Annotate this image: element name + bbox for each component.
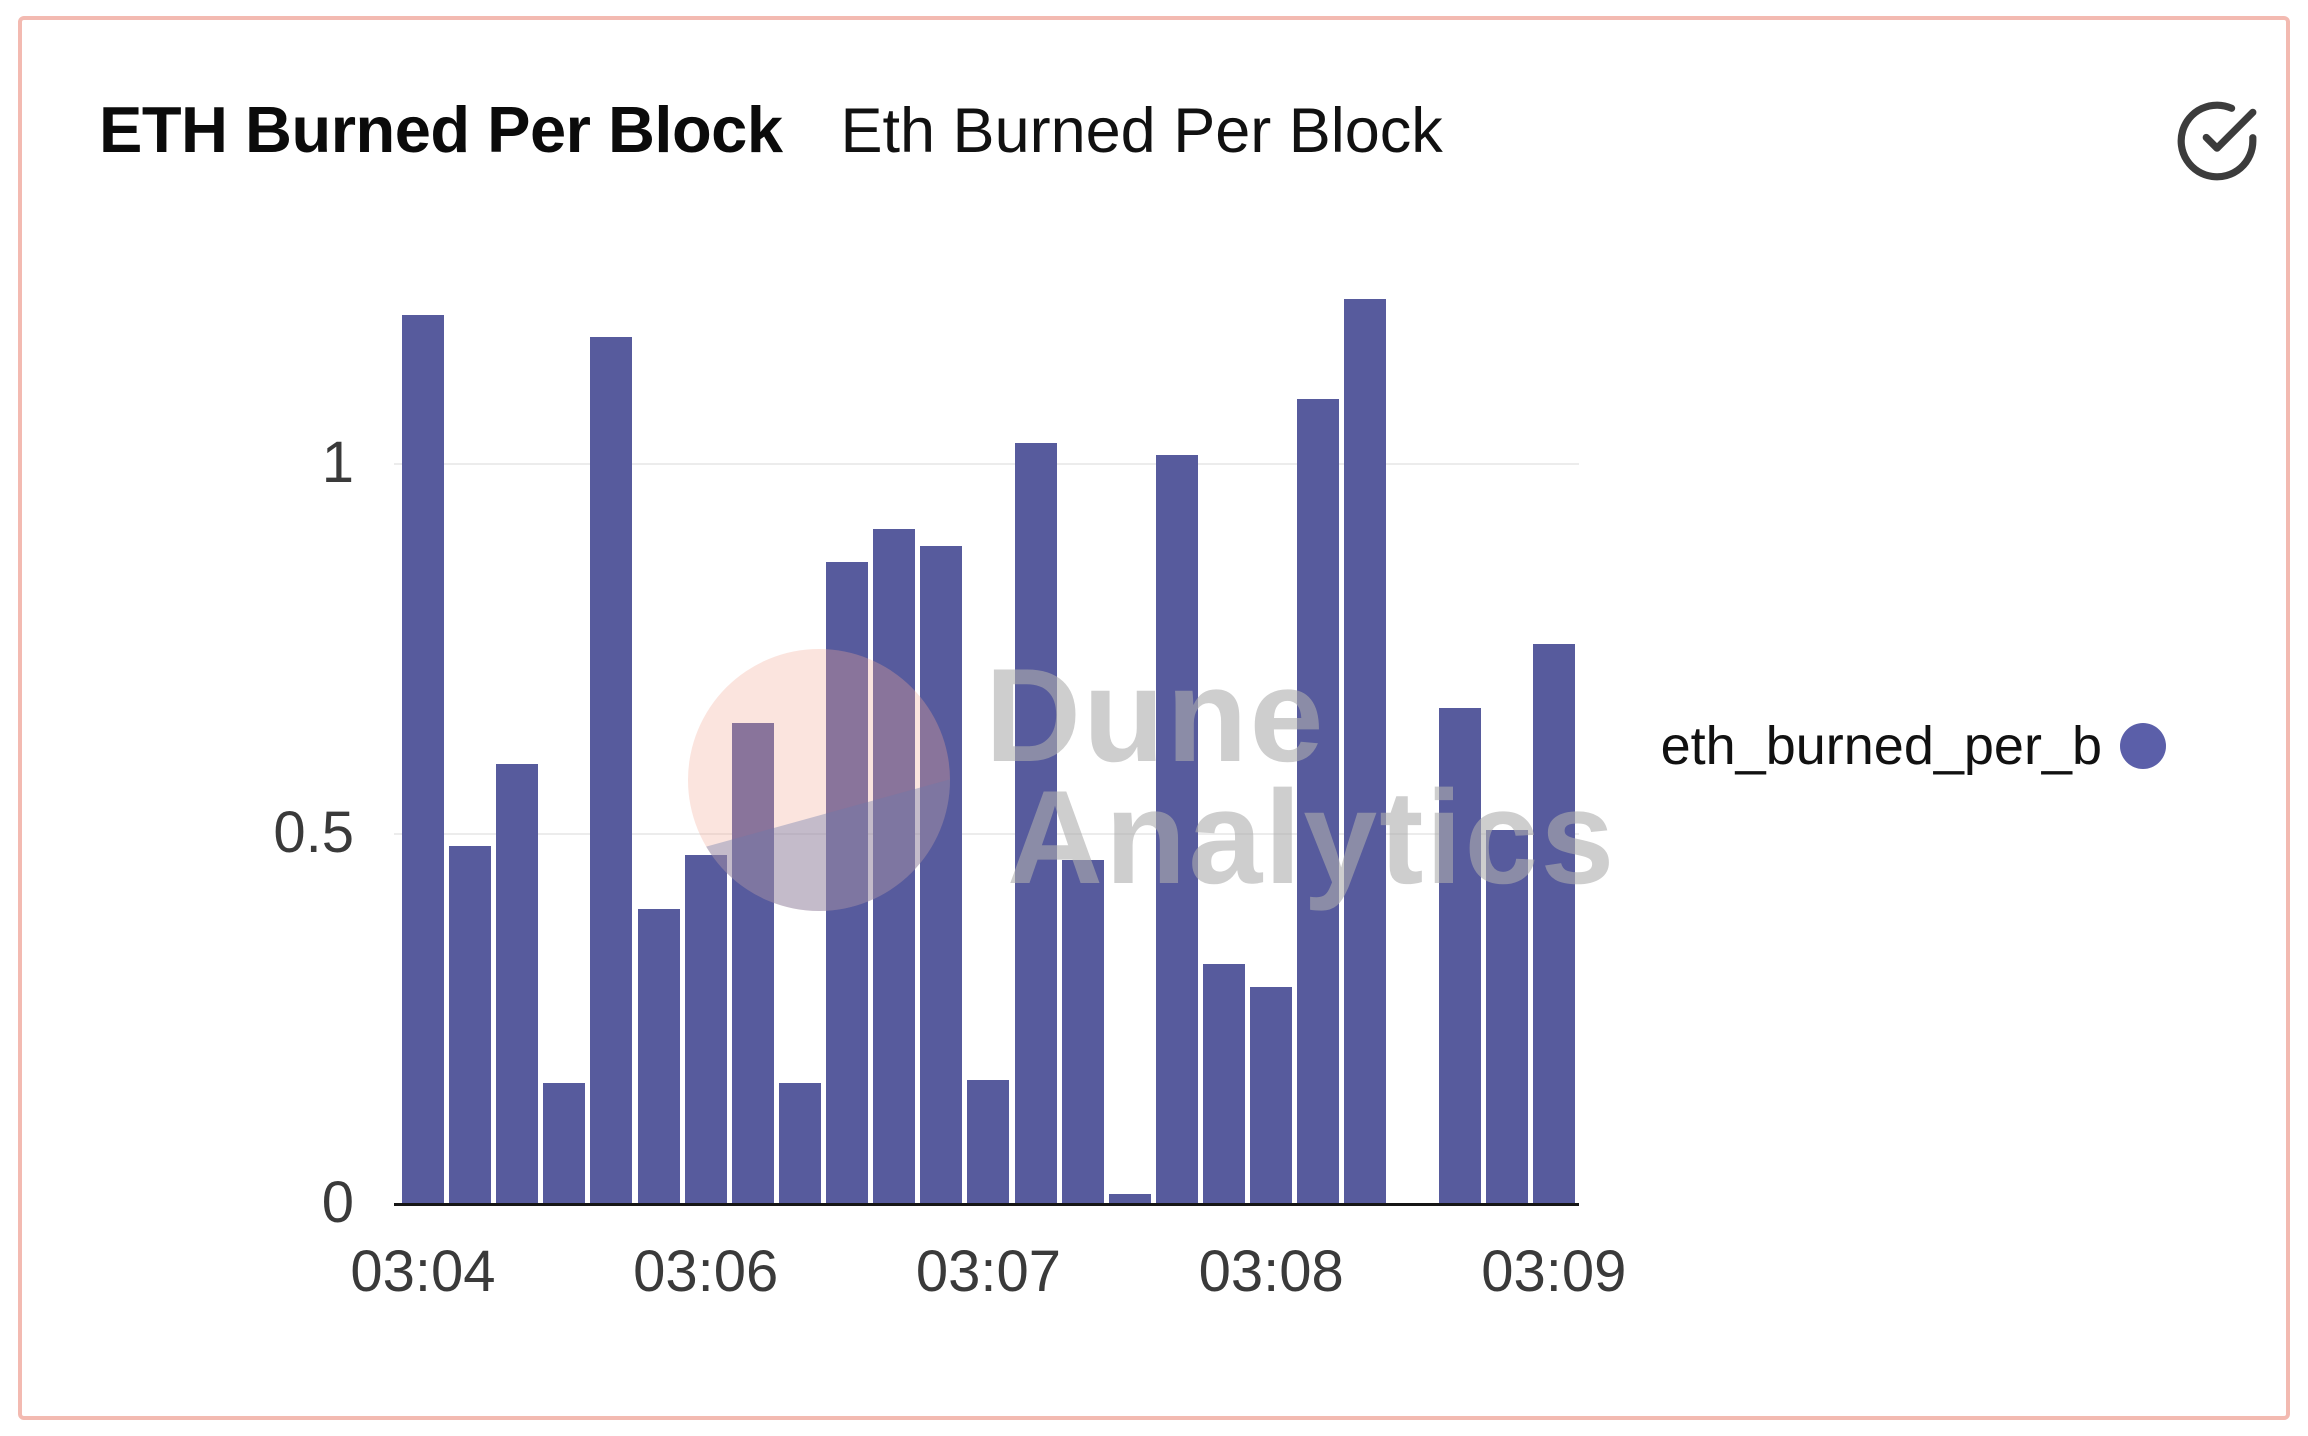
bar-24[interactable] (1532, 644, 1575, 1203)
x-tick-label-03:04: 03:04 (350, 1239, 496, 1304)
x-tick-label-03:06: 03:06 (633, 1239, 779, 1304)
y-tick-label-0: 0 (321, 1170, 354, 1235)
bar-2[interactable] (496, 764, 539, 1203)
card-header: ETH Burned Per Block Eth Burned Per Bloc… (99, 92, 1443, 167)
x-tick-label-03:09: 03:09 (1481, 1239, 1627, 1304)
y-tick-label-0.5: 0.5 (273, 800, 354, 865)
bar-17[interactable] (1203, 964, 1246, 1203)
bar-22[interactable] (1438, 708, 1481, 1203)
chart-subtitle: Eth Burned Per Block (840, 96, 1443, 166)
bar-7[interactable] (731, 723, 774, 1203)
bar-19[interactable] (1297, 399, 1340, 1203)
legend-label: eth_burned_per_b (1660, 716, 2102, 776)
bar-18[interactable] (1250, 987, 1293, 1203)
x-axis-line (394, 1203, 1579, 1206)
bar-11[interactable] (920, 546, 963, 1203)
gridline-0.5 (394, 833, 1579, 835)
bar-4[interactable] (590, 337, 633, 1203)
gridline-1 (394, 463, 1579, 465)
bar-5[interactable] (637, 909, 680, 1203)
chart-title: ETH Burned Per Block (99, 93, 783, 166)
bar-9[interactable] (826, 562, 869, 1203)
bar-12[interactable] (967, 1080, 1010, 1203)
bar-13[interactable] (1014, 443, 1057, 1203)
bar-6[interactable] (684, 855, 727, 1203)
plot-area (394, 278, 1579, 1206)
legend-item[interactable]: eth_burned_per_b (1661, 711, 2166, 781)
bar-0[interactable] (402, 315, 444, 1203)
check-circle-icon (2177, 101, 2257, 181)
bar-16[interactable] (1155, 455, 1198, 1203)
bar-3[interactable] (543, 1083, 586, 1203)
bar-10[interactable] (873, 529, 916, 1203)
x-tick-label-03:07: 03:07 (915, 1239, 1062, 1304)
y-tick-label-1: 1 (321, 430, 354, 495)
chart-card: ETH Burned Per Block Eth Burned Per Bloc… (18, 16, 2290, 1420)
bar-20[interactable] (1344, 299, 1387, 1203)
bar-1[interactable] (449, 846, 492, 1203)
x-tick-label-03:08: 03:08 (1198, 1239, 1344, 1304)
bar-23[interactable] (1485, 830, 1528, 1203)
bar-15[interactable] (1108, 1194, 1151, 1203)
bar-8[interactable] (778, 1083, 821, 1203)
bar-14[interactable] (1061, 860, 1104, 1203)
legend-dot (2120, 723, 2166, 769)
